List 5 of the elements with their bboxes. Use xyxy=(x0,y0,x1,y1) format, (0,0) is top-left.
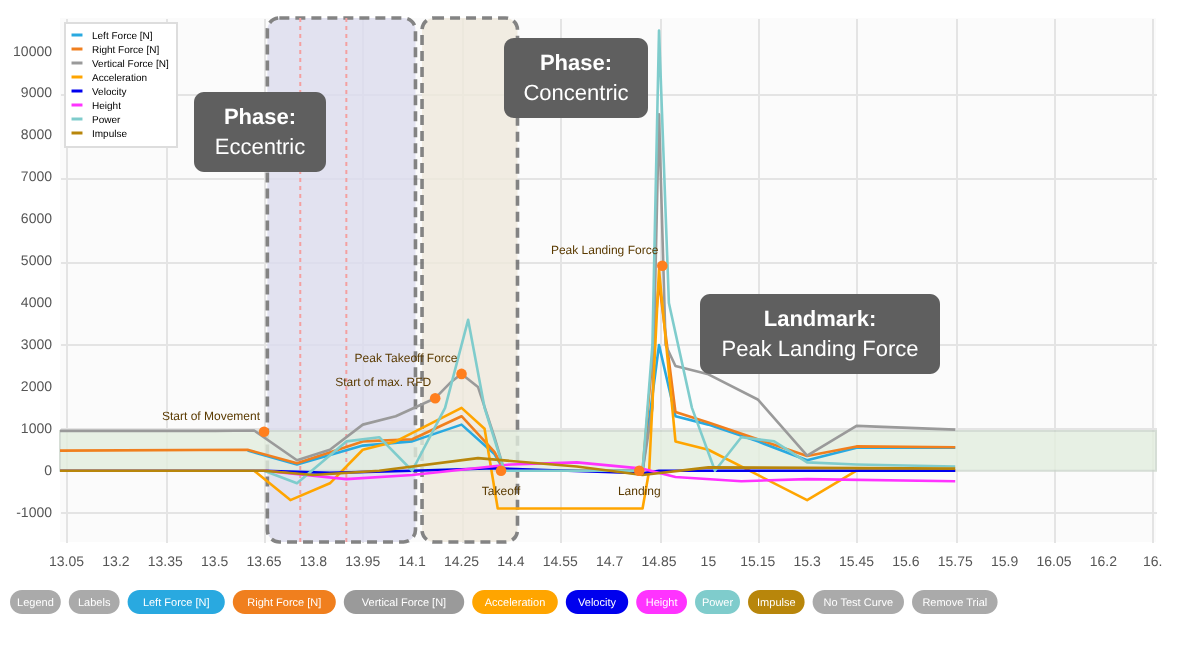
annotation: Phase: Eccentric xyxy=(214,106,307,160)
annotation: Landmark: Peak Landing Force xyxy=(721,308,919,362)
annotation: Phase: Concentric xyxy=(523,52,630,106)
line-series xyxy=(58,456,957,477)
point xyxy=(633,465,645,477)
